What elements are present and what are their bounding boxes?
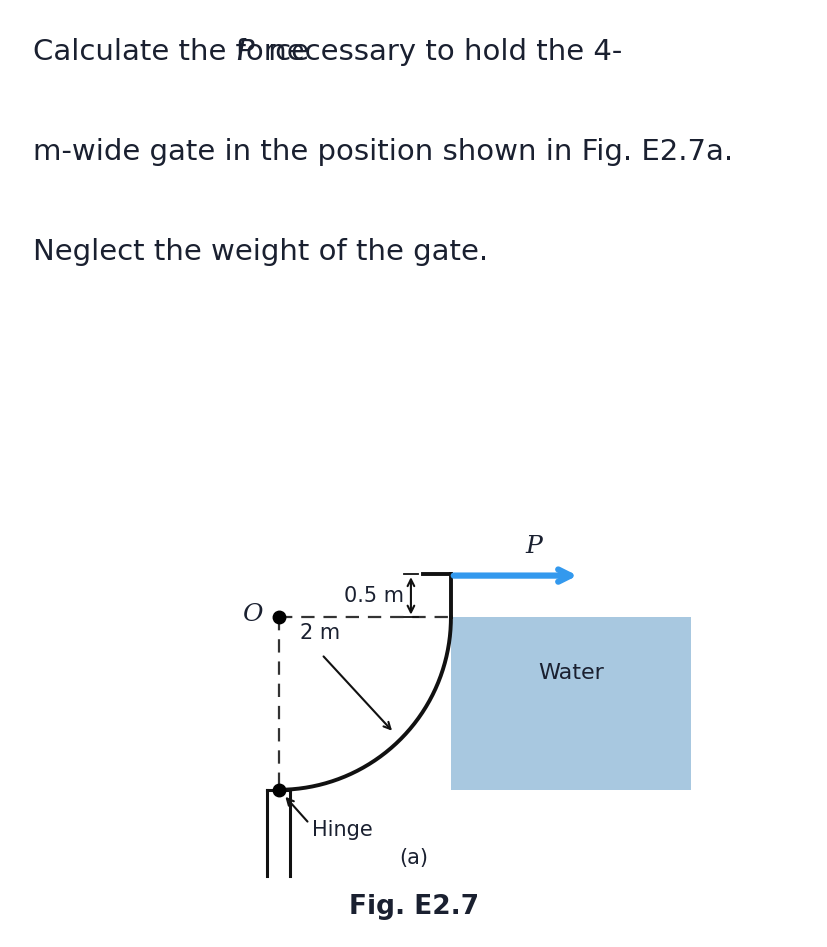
Text: Water: Water (538, 663, 603, 683)
Text: P: P (236, 38, 253, 65)
Text: Calculate the force: Calculate the force (33, 38, 318, 65)
Text: 0.5 m: 0.5 m (343, 586, 404, 606)
Bar (451, 617, 691, 790)
Text: m-wide gate in the position shown in Fig. E2.7a.: m-wide gate in the position shown in Fig… (33, 137, 733, 166)
Text: 2 m: 2 m (299, 623, 340, 643)
Text: (a): (a) (399, 848, 428, 867)
Text: necessary to hold the 4-: necessary to hold the 4- (259, 38, 622, 65)
Text: Hinge: Hinge (312, 820, 373, 840)
Text: Fig. E2.7: Fig. E2.7 (348, 894, 479, 920)
Text: O: O (242, 603, 263, 626)
Text: Neglect the weight of the gate.: Neglect the weight of the gate. (33, 238, 488, 265)
Text: P: P (525, 535, 542, 558)
